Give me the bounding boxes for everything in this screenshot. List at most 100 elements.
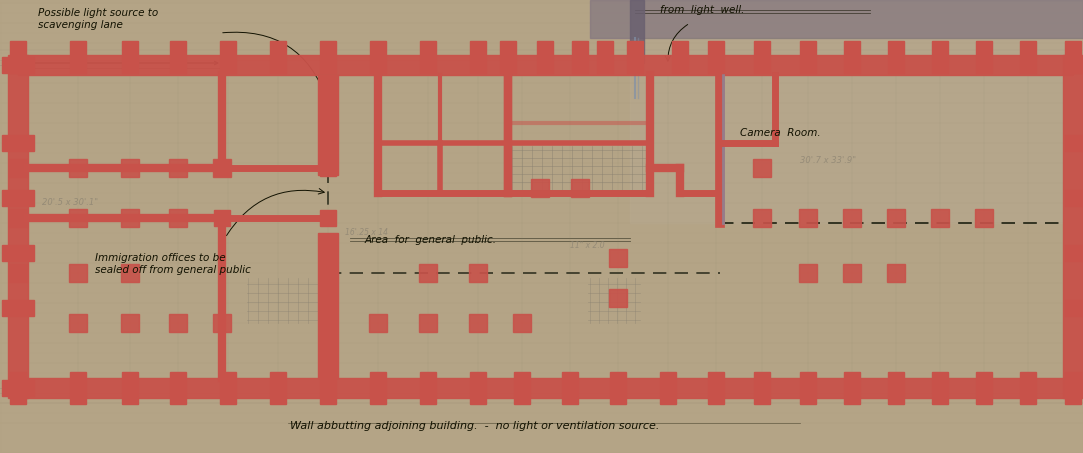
Bar	[69, 264, 87, 282]
Bar	[609, 289, 627, 307]
Bar	[319, 372, 336, 404]
Bar	[610, 372, 626, 404]
Bar	[537, 41, 553, 73]
Bar	[799, 264, 817, 282]
Bar	[887, 209, 905, 227]
Bar	[754, 41, 770, 73]
Text: 30'.7 x 33'.9": 30'.7 x 33'.9"	[800, 156, 857, 165]
Bar	[609, 249, 627, 267]
Bar	[1065, 41, 1081, 73]
Bar	[1020, 41, 1036, 73]
Bar	[887, 264, 905, 282]
Bar	[627, 41, 643, 73]
Bar	[121, 264, 139, 282]
Bar	[318, 233, 338, 378]
Bar	[370, 372, 386, 404]
Bar	[976, 372, 992, 404]
Bar	[10, 372, 26, 404]
Bar	[514, 372, 530, 404]
Bar	[170, 41, 186, 73]
Bar	[1065, 57, 1083, 73]
Bar	[800, 372, 815, 404]
Bar	[70, 372, 86, 404]
Bar	[800, 41, 815, 73]
Bar	[932, 372, 948, 404]
Bar	[1065, 300, 1083, 316]
Bar	[590, 0, 1083, 38]
Bar	[1064, 55, 1083, 398]
Bar	[9, 159, 27, 177]
Bar	[754, 372, 770, 404]
Bar	[420, 41, 436, 73]
Text: from  light  well.: from light well.	[660, 5, 744, 15]
Bar	[214, 210, 230, 226]
Bar	[470, 372, 486, 404]
Bar	[888, 372, 904, 404]
Bar	[69, 314, 87, 332]
Bar	[419, 264, 438, 282]
Bar	[469, 264, 487, 282]
Bar	[121, 209, 139, 227]
Bar	[69, 159, 87, 177]
Bar	[18, 378, 1073, 398]
Bar	[319, 314, 337, 332]
Bar	[513, 314, 531, 332]
Bar	[2, 135, 34, 151]
Bar	[170, 372, 186, 404]
Text: Camera  Room.: Camera Room.	[740, 128, 821, 138]
Bar	[2, 300, 34, 316]
Bar	[220, 41, 236, 73]
Text: 16'.25 x 14: 16'.25 x 14	[345, 228, 388, 237]
Bar	[708, 372, 725, 404]
Bar	[562, 372, 578, 404]
Bar	[1065, 372, 1081, 404]
Bar	[270, 41, 286, 73]
Bar	[10, 41, 26, 73]
Bar	[70, 41, 86, 73]
Bar	[753, 209, 771, 227]
Bar	[630, 0, 1083, 223]
Bar	[18, 55, 1073, 75]
Bar	[2, 380, 34, 396]
Text: Possible light source to
scavenging lane: Possible light source to scavenging lane	[38, 8, 158, 29]
Bar	[531, 179, 549, 197]
Bar	[122, 372, 138, 404]
Bar	[597, 41, 613, 73]
Bar	[419, 314, 438, 332]
Bar	[571, 179, 589, 197]
Bar	[1020, 372, 1036, 404]
Bar	[270, 372, 286, 404]
Bar	[931, 209, 949, 227]
Bar	[2, 245, 34, 261]
Bar	[1065, 245, 1083, 261]
Bar	[500, 41, 516, 73]
Bar	[660, 372, 676, 404]
Bar	[753, 159, 771, 177]
Bar	[844, 41, 860, 73]
Bar	[1065, 135, 1083, 151]
Bar	[169, 209, 187, 227]
Bar	[121, 159, 139, 177]
Bar	[213, 159, 231, 177]
Bar	[370, 41, 386, 73]
Bar	[121, 314, 139, 332]
Text: Area  for  general  public.: Area for general public.	[365, 235, 497, 245]
Bar	[843, 264, 861, 282]
Bar	[1065, 380, 1083, 396]
Bar	[843, 209, 861, 227]
Bar	[319, 41, 336, 73]
Bar	[214, 160, 230, 176]
Text: 20'.5 x 30'.1": 20'.5 x 30'.1"	[42, 198, 99, 207]
Bar	[122, 41, 138, 73]
Bar	[844, 372, 860, 404]
Bar	[572, 41, 588, 73]
Bar	[2, 57, 34, 73]
Bar	[369, 314, 387, 332]
Bar	[69, 209, 87, 227]
Text: Wall abbutting adjoining building.  -  no light or ventilation source.: Wall abbutting adjoining building. - no …	[290, 421, 660, 431]
Bar	[1065, 190, 1083, 206]
Bar	[2, 190, 34, 206]
Bar	[975, 209, 993, 227]
Bar	[799, 209, 817, 227]
Bar	[319, 210, 336, 226]
